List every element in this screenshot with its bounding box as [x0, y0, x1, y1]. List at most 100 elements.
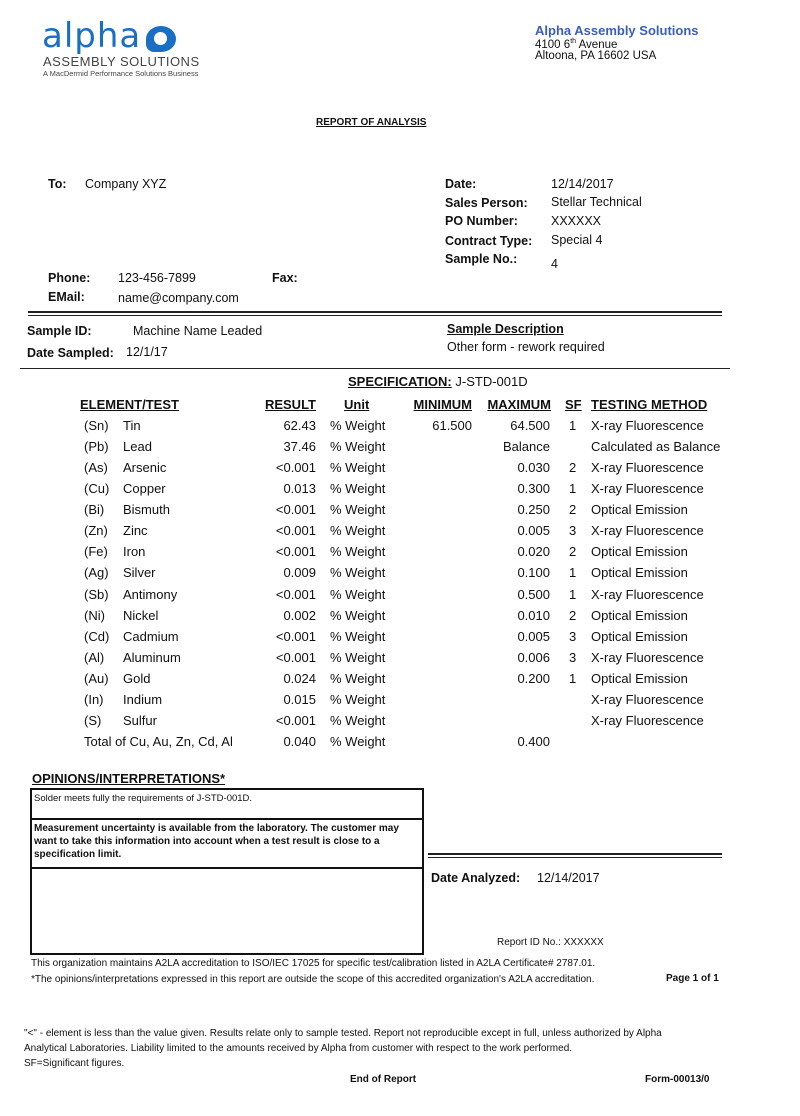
result-value: <0.001: [275, 502, 316, 518]
significant-figures: 1: [569, 418, 577, 433]
unit: % Weight: [330, 607, 386, 623]
maximum-value: 0.010: [517, 607, 550, 623]
maximum-value: 0.100: [517, 565, 550, 581]
minimum-value: 61.500: [432, 418, 472, 433]
element-code: (Bi): [84, 502, 105, 518]
date-value: 12/14/2017: [551, 177, 614, 191]
element-code: (Sn): [84, 418, 109, 433]
maximum-value: 0.300: [517, 481, 550, 497]
element-code: (Cu): [84, 481, 110, 497]
header-unit: Unit: [344, 397, 370, 412]
sample-no-value: 4: [551, 257, 558, 271]
result-value: 0.024: [283, 670, 316, 686]
maximum-value: 0.200: [517, 670, 550, 686]
accreditation-note: This organization maintains A2LA accredi…: [31, 958, 596, 985]
opinion-box-3: [30, 867, 424, 955]
element-name: Silver: [123, 565, 156, 581]
opinion-box-2: Measurement uncertainty is available fro…: [30, 818, 424, 869]
maximum-value: 0.005: [517, 523, 550, 539]
element-name: Copper: [123, 481, 166, 497]
result-value: 0.040: [283, 734, 316, 750]
opinion-box-1: Solder meets fully the requirements of J…: [30, 788, 424, 820]
result-value: <0.001: [275, 649, 316, 665]
testing-method: Optical Emission: [591, 670, 688, 686]
testing-method: X-ray Fluorescence: [591, 691, 704, 707]
significant-figures: 2: [569, 460, 577, 476]
header-sf: SF: [565, 397, 582, 412]
maximum-value: Balance: [503, 439, 550, 455]
company-address-line2: Altoona, PA 16602 USA: [535, 50, 657, 62]
element-code: (Ni): [84, 607, 105, 623]
contract-value: Special 4: [551, 233, 603, 247]
element-code: (Cd): [84, 628, 110, 644]
maximum-value: 0.006: [517, 649, 550, 665]
unit: % Weight: [330, 691, 386, 707]
element-code: (Zn): [84, 523, 108, 539]
result-value: <0.001: [275, 628, 316, 644]
element-name: Gold: [123, 670, 151, 686]
significant-figures: 2: [569, 544, 577, 560]
unit: % Weight: [330, 670, 386, 686]
address-street: 4100 6: [535, 38, 571, 51]
significant-figures: 3: [569, 649, 577, 665]
result-value: <0.001: [275, 712, 316, 728]
maximum-value: 0.400: [517, 734, 550, 750]
element-name: Cadmium: [123, 628, 179, 644]
testing-method: X-ray Fluorescence: [591, 649, 704, 665]
element-code: (As): [84, 460, 108, 476]
unit: % Weight: [330, 565, 386, 581]
sample-id-value: Machine Name Leaded: [133, 324, 263, 338]
unit: % Weight: [330, 502, 386, 518]
phone-label: Phone:: [48, 271, 91, 285]
logo-tagline: A MacDermid Performance Solutions Busine…: [43, 69, 199, 78]
significant-figures: 2: [569, 607, 577, 623]
unit: % Weight: [330, 712, 386, 728]
element-code: (Sb): [84, 586, 109, 602]
result-value: 62.43: [283, 418, 316, 433]
logo-word: alpha: [42, 16, 142, 56]
testing-method: X-ray Fluorescence: [591, 418, 704, 433]
testing-method: X-ray Fluorescence: [591, 523, 704, 539]
sample-id-label: Sample ID:: [27, 324, 92, 338]
header-result: RESULT: [264, 397, 316, 412]
fax-label: Fax:: [272, 271, 298, 285]
testing-method: X-ray Fluorescence: [591, 460, 704, 476]
specification: SPECIFICATION: J-STD-001D: [348, 374, 528, 389]
testing-method: Calculated as Balance: [591, 439, 721, 455]
significant-figures: 1: [569, 481, 577, 497]
opinion-text-2: Measurement uncertainty is available fro…: [34, 823, 399, 860]
element-name: Nickel: [123, 607, 159, 623]
date-analyzed-value: 12/14/2017: [537, 871, 600, 885]
opinions-title: OPINIONS/INTERPRETATIONS*: [32, 771, 226, 786]
contract-label: Contract Type:: [445, 234, 533, 248]
specification-value: J-STD-001D: [455, 374, 528, 389]
unit: % Weight: [330, 734, 386, 750]
significant-figures: 1: [569, 586, 577, 602]
maximum-value: 0.250: [517, 502, 550, 518]
po-label: PO Number:: [445, 214, 518, 228]
maximum-value: 0.020: [517, 544, 550, 560]
element-name: Iron: [123, 544, 146, 560]
specification-label: SPECIFICATION:: [348, 374, 452, 389]
header-maximum: MAXIMUM: [487, 397, 551, 412]
address-street-suffix: Avenue: [576, 38, 618, 51]
logo-sub: ASSEMBLY SOLUTIONS: [43, 54, 200, 69]
date-analyzed-label: Date Analyzed:: [431, 871, 521, 885]
result-value: <0.001: [275, 460, 316, 476]
page-number: Page 1 of 1: [666, 973, 719, 984]
element-code: (In): [84, 691, 104, 707]
testing-method: Optical Emission: [591, 502, 688, 518]
testing-method: Optical Emission: [591, 544, 688, 560]
unit: % Weight: [330, 628, 386, 644]
sample-description-value: Other form - rework required: [447, 340, 605, 354]
unit: % Weight: [330, 649, 386, 665]
element-code: (Fe): [84, 544, 108, 560]
element-code: (Au): [84, 670, 109, 686]
form-number: Form-00013/0: [645, 1074, 710, 1085]
significant-figures: 1: [569, 670, 577, 686]
company-name: Alpha Assembly Solutions: [535, 23, 699, 38]
date-label: Date:: [445, 177, 477, 191]
opinion-text-1: Solder meets fully the requirements of J…: [34, 793, 253, 804]
testing-method: Optical Emission: [591, 607, 688, 623]
header-minimum: MINIMUM: [413, 397, 473, 412]
